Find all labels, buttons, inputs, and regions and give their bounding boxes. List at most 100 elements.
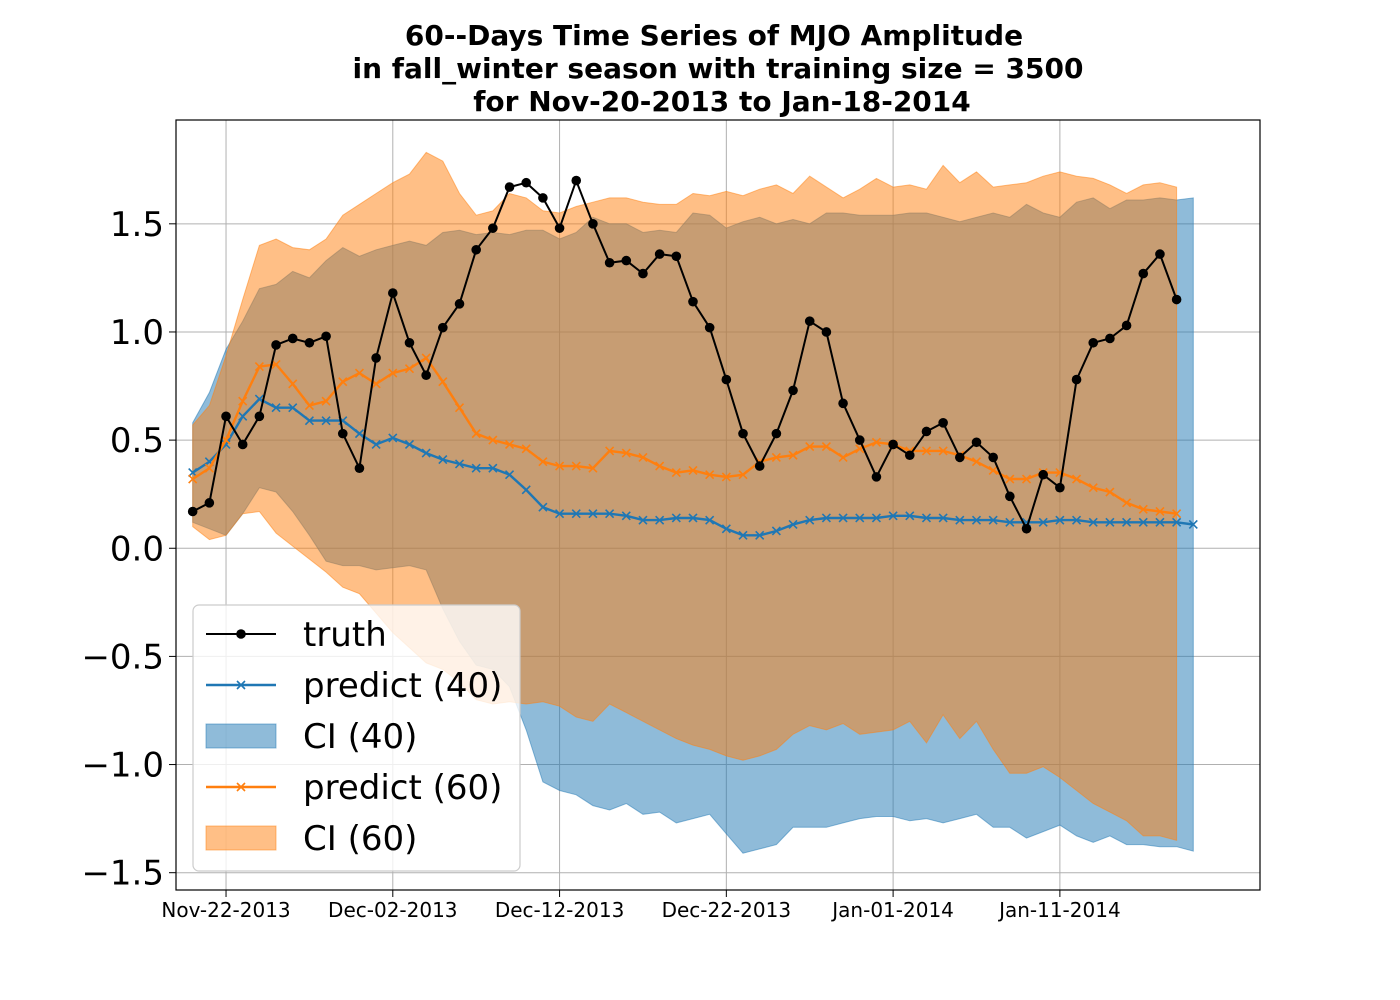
y-tick-label: 1.0 [110,313,164,353]
truth-point [321,331,331,342]
truth-point [955,452,965,463]
truth-point [904,450,915,461]
truth-point [804,316,815,326]
truth-point [354,463,365,474]
confidence-bands [192,151,1194,854]
legend-entry: CI (60) [205,819,417,859]
predict-40-point [821,513,831,523]
predict-40-point [771,526,781,536]
legend-entry: predict (40) [206,666,502,706]
predict-60-point [738,470,748,480]
truth-point [788,385,798,396]
predict-60-point [388,368,398,378]
predict-40-point [1172,517,1182,527]
predict-60-point [671,467,681,478]
truth-point [1055,482,1065,493]
x-tick-label: Dec-02-2013 [328,898,457,922]
predict-60-point [988,465,998,475]
truth-point [921,426,932,437]
truth-point [1121,320,1132,331]
truth-line [192,177,1178,532]
predict-60-point [571,461,581,471]
predict-60-point [204,463,214,473]
predict-40-point [705,515,715,525]
predict-60-point [588,463,598,473]
predict-40-point [1055,515,1065,525]
predict-40-point [288,403,298,413]
predict-40-point [671,513,681,523]
predict-40-point [655,515,665,525]
truth-point [1071,374,1082,385]
truth-point [337,428,348,439]
predict-60-point [688,465,698,475]
truth-point [388,288,398,298]
truth-point [1038,469,1048,480]
predict-40-point [354,429,365,439]
predict-40-series [188,394,1198,540]
y-tick-label: 0.5 [110,421,164,461]
truth-point [821,327,832,337]
predict-40-point [471,463,481,473]
predict-40-point [271,403,281,413]
predict-40-point [571,509,581,519]
predict-40-point [738,530,748,540]
predict-60-point [621,448,631,458]
predict-60-point [1172,509,1182,519]
truth-point [1021,523,1032,534]
truth-point [971,437,982,448]
truth-point [237,439,248,450]
truth-point [938,418,948,428]
legend-label: CI (60) [303,819,417,859]
predict-60-line [192,356,1177,515]
predict-40-point [304,416,314,426]
predict-60-point [1088,483,1098,493]
predict-40-point [438,455,448,465]
predict-60-point [238,396,248,406]
predict-60-point [605,446,615,456]
predict-60-point [1071,474,1082,484]
predict-60-point [504,439,515,450]
predict-40-point [938,513,948,523]
truth-point [304,337,315,348]
predict-40-point [388,433,398,443]
truth-point [504,182,515,192]
predict-40-point [855,513,865,523]
x-tick-label: Dec-12-2013 [495,898,624,922]
predict-40-point [1088,517,1098,527]
predict-40-point [1188,519,1198,530]
legend-label: truth [303,615,387,655]
predict-40-point [538,502,548,512]
predict-40-point [838,513,848,523]
truth-series [187,175,1182,534]
predict-60-point [1105,487,1115,497]
predict-40-point [1071,515,1082,525]
predict-60-point [871,437,881,447]
predict-60-point [938,446,948,456]
predict-60-point [1122,498,1132,508]
predict-40-point [454,459,465,469]
predict-60-point [221,435,231,445]
truth-point [704,322,715,333]
truth-point [738,428,748,439]
y-tick-label: −1.5 [81,854,164,894]
predict-40-point [421,448,431,458]
truth-point [588,219,598,229]
predict-40-point [238,411,248,421]
predict-40-point [721,524,731,534]
predict-60-point [638,452,648,462]
truth-point [554,223,565,233]
truth-point [671,251,682,262]
predict-40-point [905,511,915,521]
predict-40-point [788,519,798,530]
predict-60-point [705,470,715,480]
predict-60-point [454,403,465,413]
predict-60-point [254,362,264,372]
predict-60-point [555,461,565,471]
truth-point [404,337,415,348]
truth-point [688,296,698,307]
legend-entry: truth [206,615,387,655]
legend-label: CI (40) [303,717,417,757]
predict-60-point [921,446,932,456]
predict-40-point [404,439,415,450]
y-tick-label: −0.5 [81,637,164,677]
